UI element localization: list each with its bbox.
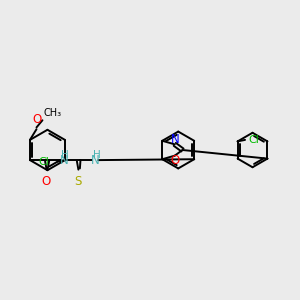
Text: CH₃: CH₃ — [44, 109, 62, 118]
Text: Cl: Cl — [248, 135, 259, 145]
Text: N: N — [91, 154, 100, 166]
Text: O: O — [41, 175, 50, 188]
Text: H: H — [93, 150, 101, 160]
Text: O: O — [33, 112, 42, 126]
Text: Cl: Cl — [39, 158, 50, 167]
Text: H: H — [61, 150, 69, 160]
Text: S: S — [75, 175, 82, 188]
Text: N: N — [60, 154, 68, 166]
Text: N: N — [171, 133, 180, 146]
Text: O: O — [171, 154, 180, 167]
